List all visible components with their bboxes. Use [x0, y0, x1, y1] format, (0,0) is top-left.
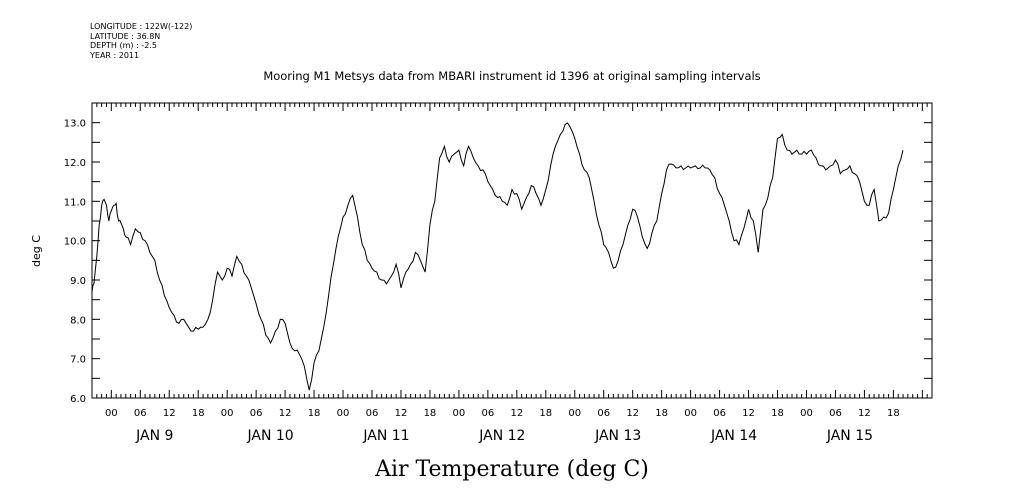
- bottom-title: Air Temperature (deg C): [374, 457, 649, 482]
- x-tick-label: 18: [539, 408, 552, 419]
- x-tick-label: 00: [221, 408, 234, 419]
- x-tick-label: 18: [655, 408, 668, 419]
- x-tick-label: 18: [424, 408, 437, 419]
- y-tick-label: 8.0: [70, 315, 86, 326]
- meta-depth: DEPTH (m) : -2.5: [90, 41, 157, 50]
- y-tick-label: 13.0: [64, 119, 86, 130]
- y-axis-label: deg C: [30, 235, 43, 267]
- chart-title: Mooring M1 Metsys data from MBARI instru…: [263, 69, 760, 83]
- y-tick-label: 10.0: [64, 237, 86, 248]
- x-tick-label: 06: [134, 408, 147, 419]
- axis-ticks: [91, 102, 933, 399]
- x-tick-label: 06: [713, 408, 726, 419]
- day-label: JAN 12: [478, 428, 525, 444]
- meta-longitude: LONGITUDE : 122W(-122): [90, 22, 193, 31]
- y-tick-label: 6.0: [70, 394, 86, 405]
- x-tick-label: 12: [510, 408, 523, 419]
- y-tick-label: 7.0: [70, 355, 86, 366]
- x-tick-label: 12: [163, 408, 176, 419]
- day-label: JAN 15: [826, 428, 873, 444]
- x-tick-label: 00: [568, 408, 581, 419]
- day-label: JAN 14: [710, 428, 757, 444]
- x-tick-label: 18: [192, 408, 205, 419]
- meta-latitude: LATITUDE : 36.8N: [90, 31, 161, 41]
- x-tick-label: 06: [366, 408, 379, 419]
- x-tick-label: 00: [684, 408, 697, 419]
- day-label: JAN 9: [135, 428, 173, 444]
- x-tick-label: 12: [626, 408, 639, 419]
- x-tick-label: 12: [279, 408, 292, 419]
- series-line-air-temperature: [91, 122, 904, 391]
- y-tick-label: 11.0: [64, 197, 86, 208]
- plot-frame: [91, 102, 933, 399]
- x-tick-label: 12: [742, 408, 755, 419]
- x-tick-label: 00: [337, 408, 350, 419]
- x-tick-label: 00: [800, 408, 813, 419]
- x-tick-label: 12: [858, 408, 871, 419]
- y-tick-label: 9.0: [70, 276, 86, 287]
- x-tick-label: 18: [887, 408, 900, 419]
- x-tick-label: 06: [481, 408, 494, 419]
- x-tick-label: 00: [105, 408, 118, 419]
- x-tick-label: 18: [308, 408, 321, 419]
- x-tick-label: 06: [250, 408, 263, 419]
- x-tick-label: 18: [771, 408, 784, 419]
- x-tick-label: 00: [453, 408, 466, 419]
- day-label: JAN 11: [362, 428, 409, 444]
- axis-labels: 00 06 12 18 00 06 12 18 00 06 12 18 00 06 12 18 00 06 12 18…: [64, 119, 900, 444]
- day-label: JAN 10: [247, 428, 294, 444]
- metadata-block: LONGITUDE : 122W(-122) LATITUDE : 36.8N …: [90, 22, 192, 60]
- day-label: JAN 13: [594, 428, 641, 444]
- y-tick-label: 12.0: [64, 158, 86, 169]
- x-tick-label: 06: [597, 408, 610, 419]
- x-tick-label: 12: [395, 408, 408, 419]
- x-tick-label: 06: [829, 408, 842, 419]
- meta-year: YEAR : 2011: [90, 50, 140, 60]
